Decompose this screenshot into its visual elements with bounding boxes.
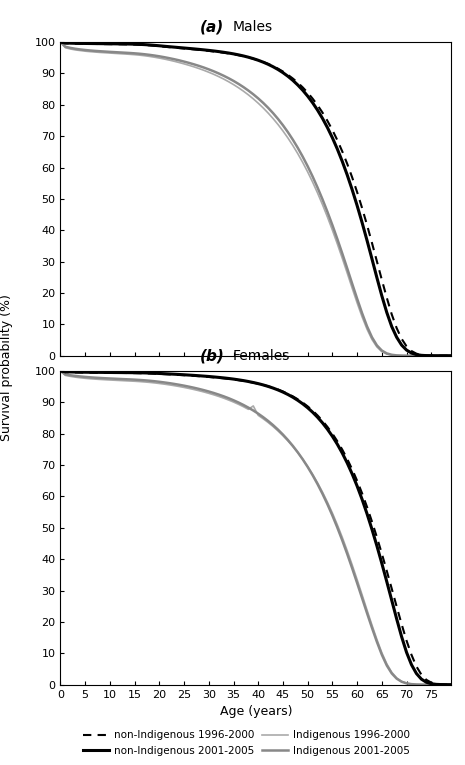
Text: (b): (b)	[199, 348, 225, 363]
Text: (a): (a)	[200, 19, 225, 34]
Legend: non-Indigenous 1996-2000, non-Indigenous 2001-2005, Indigenous 1996-2000, Indige: non-Indigenous 1996-2000, non-Indigenous…	[79, 726, 414, 760]
Text: Females: Females	[232, 349, 290, 363]
Text: Survival probability (%): Survival probability (%)	[0, 294, 13, 441]
X-axis label: Age (years): Age (years)	[219, 705, 292, 718]
Text: Males: Males	[232, 20, 272, 34]
